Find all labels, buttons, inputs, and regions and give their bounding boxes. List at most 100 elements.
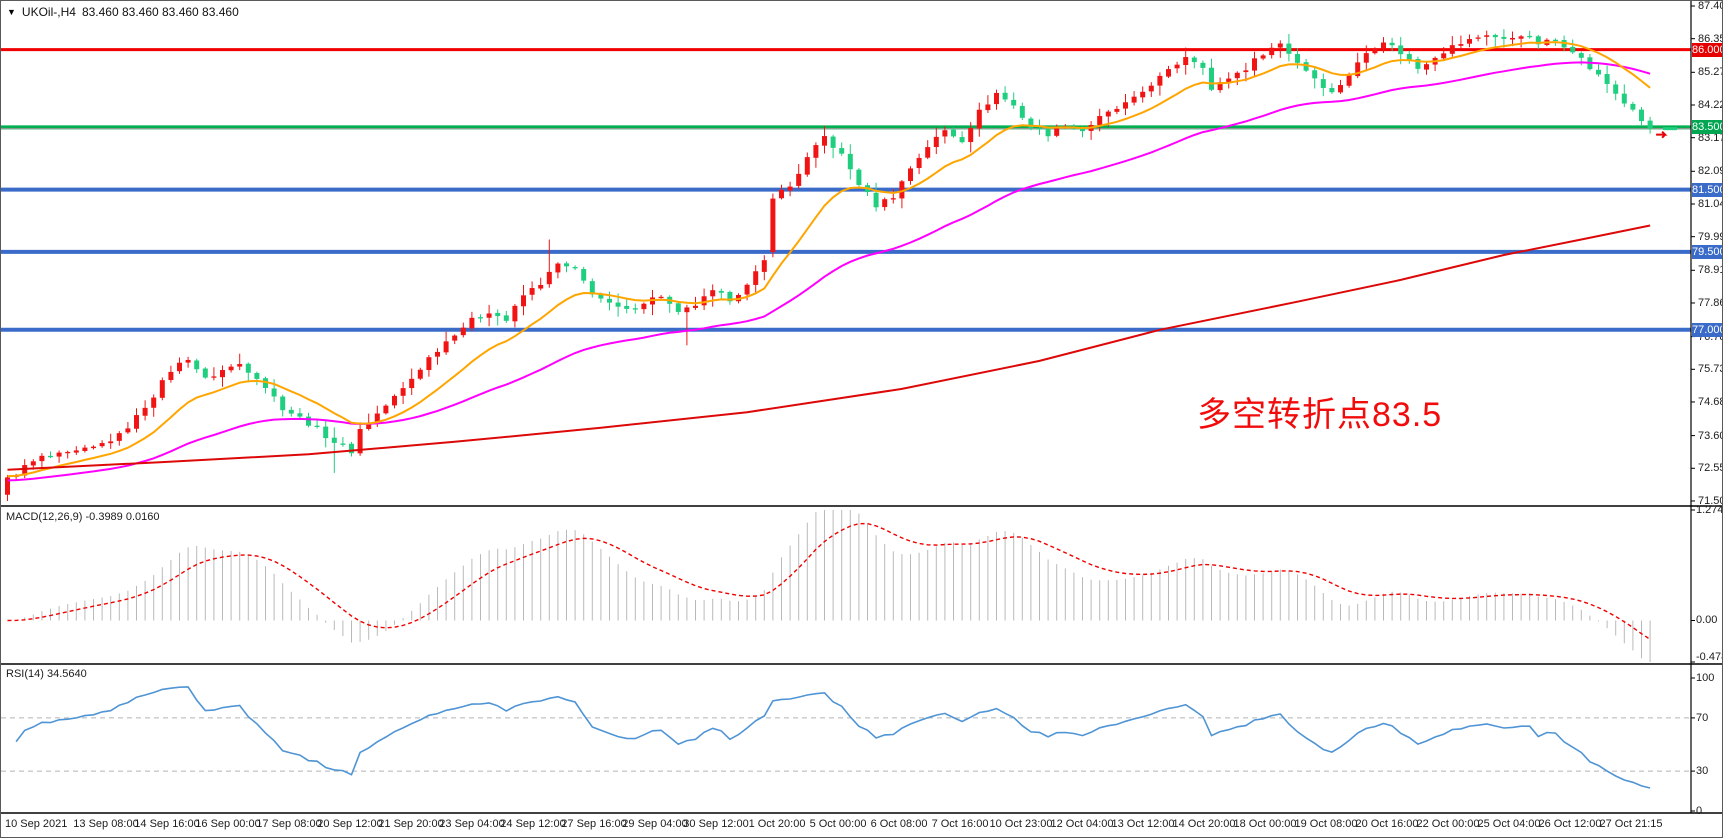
candle	[237, 364, 243, 367]
candle	[538, 284, 544, 289]
candle	[297, 413, 303, 417]
ma-slow-line	[7, 224, 1651, 471]
candle	[73, 450, 79, 453]
candle	[254, 373, 260, 379]
time-axis-label: 18 Oct 00:00	[1233, 818, 1297, 830]
time-axis-label: 17 Sep 08:00	[256, 818, 322, 830]
candle	[392, 395, 397, 406]
ma-fast-line	[7, 41, 1651, 478]
macd-axis-label: 1.2741	[1696, 504, 1723, 516]
candle	[220, 370, 225, 378]
candle	[632, 308, 638, 310]
time-axis-label: 10 Oct 23:00	[989, 818, 1053, 830]
candle	[1234, 72, 1240, 79]
candle	[1441, 53, 1447, 59]
candle	[374, 413, 380, 423]
candle	[684, 307, 690, 313]
macd-name: MACD(12,26,9)	[6, 511, 83, 523]
time-axis-label: 19 Oct 08:00	[1294, 818, 1358, 830]
candle	[1260, 55, 1266, 59]
price-tick-label: 83.170	[1698, 131, 1722, 144]
candle	[976, 109, 982, 129]
candle	[718, 290, 724, 293]
candle	[968, 128, 974, 143]
candle	[39, 455, 45, 462]
rsi-axis-label: 0	[1696, 805, 1703, 817]
rsi-axis-label: 30	[1696, 765, 1709, 778]
annotation-text[interactable]: 多空转折点83.5	[1197, 396, 1443, 434]
price-level-badge: 86.000	[1692, 42, 1723, 57]
candle	[357, 429, 363, 454]
candle	[1080, 128, 1085, 132]
rsi-axis-label: 70	[1696, 711, 1709, 724]
time-axis[interactable]: 10 Sep 2021 13 Sep 08:00 14 Sep 16:00 16 Se…	[1, 818, 1722, 837]
candle	[478, 317, 483, 319]
candle	[108, 441, 114, 444]
candle	[727, 291, 733, 302]
rsi-name: RSI(14)	[6, 668, 44, 680]
candle	[280, 396, 286, 411]
candle	[1381, 42, 1386, 49]
quote-values: 83.460 83.460 83.460 83.460	[81, 5, 239, 19]
candle	[1131, 96, 1137, 103]
candle	[366, 422, 372, 430]
symbol-dropdown-icon[interactable]: ▼	[7, 7, 16, 17]
candle	[529, 288, 535, 295]
candle	[1578, 53, 1584, 58]
candle	[1647, 120, 1653, 129]
candle	[1200, 62, 1206, 68]
candle	[1011, 99, 1017, 106]
candle	[994, 92, 999, 105]
candle	[1604, 74, 1610, 84]
candle	[1613, 84, 1619, 94]
price-tick-label: 85.270	[1698, 66, 1722, 79]
candle	[521, 295, 526, 307]
macd-axis-label: -0.4786	[1696, 651, 1722, 663]
candle	[65, 451, 71, 454]
candle	[435, 351, 440, 357]
time-axis-label: 10 Sep 2021	[5, 818, 68, 830]
candle	[701, 296, 707, 306]
price-tick-label: 79.990	[1698, 230, 1722, 243]
time-axis-label: 13 Sep 08:00	[73, 818, 139, 830]
candle	[607, 298, 612, 303]
candle	[1363, 53, 1369, 63]
price-level-badge: 77.000	[1692, 322, 1723, 337]
candle	[1286, 43, 1292, 54]
candle	[1346, 75, 1352, 86]
candle	[753, 271, 759, 285]
sell-arrow-marker[interactable]	[1656, 130, 1668, 139]
candle	[804, 157, 810, 175]
candle	[555, 263, 561, 273]
candle	[1449, 45, 1455, 54]
candle	[1501, 36, 1507, 39]
price-level-badge: 81.500	[1692, 182, 1723, 197]
time-axis-label: 27 Sep 16:00	[561, 818, 627, 830]
candle	[779, 189, 784, 199]
candle	[1553, 39, 1558, 42]
candle	[899, 181, 905, 199]
candle	[400, 388, 406, 396]
candle	[82, 447, 88, 451]
candle	[615, 302, 621, 307]
candle	[460, 327, 466, 336]
candle	[1183, 57, 1189, 66]
candle	[1174, 64, 1180, 69]
candle	[1243, 70, 1249, 73]
price-tick-label: 77.860	[1698, 296, 1722, 309]
candle	[839, 148, 845, 154]
price-tick-label: 71.500	[1698, 494, 1722, 507]
candle	[1252, 58, 1257, 71]
candle	[116, 433, 122, 441]
time-axis-label: 7 Oct 16:00	[931, 818, 989, 830]
macd-signal-line	[7, 522, 1651, 640]
candle	[675, 303, 681, 312]
chart-title: ▼ UKOil-,H4 83.460 83.460 83.460 83.460	[7, 5, 239, 19]
macd-values: -0.3989 0.0160	[85, 511, 160, 523]
time-axis-label: 13 Oct 12:00	[1111, 818, 1175, 830]
candle	[951, 129, 956, 137]
candle	[1105, 111, 1111, 117]
candle	[546, 271, 552, 285]
candle	[916, 157, 922, 168]
